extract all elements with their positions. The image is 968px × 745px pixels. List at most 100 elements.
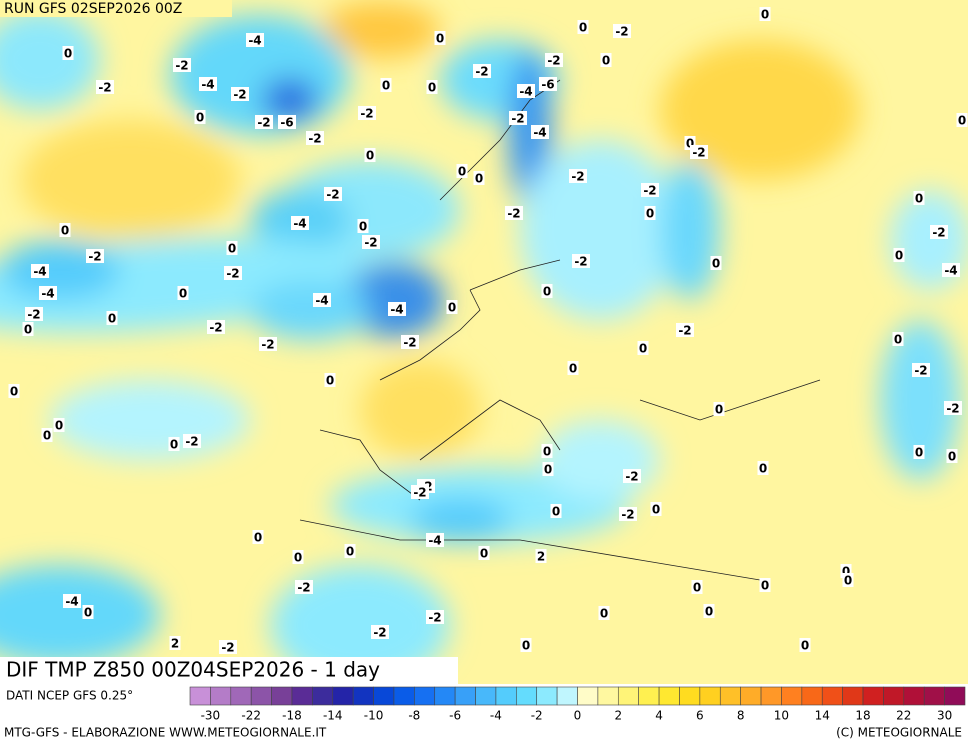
contour-label: -2	[226, 267, 239, 281]
contour-label-bg	[401, 335, 419, 349]
contour-label-bg	[676, 323, 694, 337]
contour-label-bg	[759, 578, 771, 592]
contour-label: 0	[958, 114, 966, 128]
contour-label-bg	[759, 7, 771, 21]
contour-label-bg	[292, 550, 304, 564]
contour-label: -4	[33, 265, 46, 279]
contour-label-bg	[799, 638, 811, 652]
contour-label: -2	[511, 112, 524, 126]
contour-label-bg	[426, 80, 438, 94]
contour-label-bg	[539, 77, 557, 91]
contour-label: -2	[403, 336, 416, 350]
contour-label-bg	[231, 87, 249, 101]
contour-label: 0	[915, 446, 923, 460]
contour-label: 0	[895, 249, 903, 263]
contour-label-bg	[324, 373, 336, 387]
contour-label-bg	[572, 254, 590, 268]
colorbar-tick-label: 2	[614, 709, 622, 723]
colorbar-tick-label: 10	[774, 709, 789, 723]
contour-label: 0	[61, 224, 69, 238]
contour-label: 0	[179, 287, 187, 301]
contour-label: 0	[686, 137, 694, 151]
contour-label-bg	[456, 164, 468, 178]
colorbar-box	[230, 686, 252, 706]
colorbar-box	[740, 686, 762, 706]
colorbar-tick-label: -2	[531, 709, 543, 723]
colorbar-box	[862, 686, 884, 706]
contour-label: -2	[507, 207, 520, 221]
contour-label: -2	[946, 402, 959, 416]
colorbar-tick-label: -30	[201, 709, 221, 723]
contour-label-bg	[22, 322, 34, 336]
contour-label-bg	[106, 311, 118, 325]
colorbar-box	[210, 686, 232, 706]
contour-label: -6	[280, 116, 293, 130]
colorbar-box	[352, 686, 374, 706]
contour-label-bg	[194, 110, 206, 124]
contour-label-bg	[684, 136, 696, 150]
colorbar-box	[944, 686, 966, 706]
contour-label-bg	[344, 544, 356, 558]
contour-label: -2	[364, 236, 377, 250]
contour-label-bg	[39, 286, 57, 300]
colorbar-box	[821, 686, 843, 706]
contour-label-bg	[224, 266, 242, 280]
contour-label-bg	[82, 605, 94, 619]
contour-label: -2	[914, 364, 927, 378]
colorbar-tick-label: 30	[937, 709, 952, 723]
map-title: DIF TMP Z850 00Z04SEP2026 - 1 day	[6, 658, 380, 682]
contour-label: 0	[693, 581, 701, 595]
contour-label-bg	[541, 284, 553, 298]
colorbar-box	[516, 686, 538, 706]
contour-label: -4	[428, 534, 441, 548]
contour-label: -2	[692, 146, 705, 160]
contour-label: 0	[10, 385, 18, 399]
contour-label: -4	[533, 126, 546, 140]
contour-label: -2	[185, 435, 198, 449]
contour-label-bg	[913, 445, 925, 459]
contour-label: 0	[652, 503, 660, 517]
contour-label-bg	[357, 219, 369, 233]
contour-label: 0	[522, 639, 530, 653]
contour-label-bg	[177, 286, 189, 300]
contour-label-bg	[371, 625, 389, 639]
contour-label: -2	[413, 486, 426, 500]
contour-label-bg	[944, 401, 962, 415]
contour-label: 0	[761, 8, 769, 22]
contour-label: 0	[543, 445, 551, 459]
coastline	[299, 79, 821, 581]
contour-label: 0	[759, 462, 767, 476]
contour-label: 0	[43, 429, 51, 443]
colorbar-box	[250, 686, 272, 706]
contour-label: 0	[646, 207, 654, 221]
contour-label-bg	[912, 363, 930, 377]
contour-label: -2	[233, 88, 246, 102]
colorbar-tick-label: 18	[855, 709, 870, 723]
contour-label-bg	[757, 461, 769, 475]
contour-label-bg	[8, 384, 20, 398]
run-header: RUN GFS 02SEP2026 00Z	[4, 1, 182, 17]
contour-label-bg	[278, 115, 296, 129]
contour-label-bg	[892, 332, 904, 346]
contour-label: -2	[88, 250, 101, 264]
contour-label: 0	[108, 312, 116, 326]
contour-label: 0	[326, 374, 334, 388]
contour-label: -4	[41, 287, 54, 301]
contour-label-bg	[577, 20, 589, 34]
contour-label: -2	[326, 188, 339, 202]
contour-label-bg	[252, 530, 264, 544]
contour-label: -2	[678, 324, 691, 338]
contour-label-bg	[426, 533, 444, 547]
contour-label-bg	[913, 191, 925, 205]
contour-label-bg	[703, 604, 715, 618]
contour-label: 0	[294, 551, 302, 565]
contour-label: -2	[643, 184, 656, 198]
contour-label: 0	[844, 574, 852, 588]
contour-label: -2	[571, 170, 584, 184]
contour-label-bg	[96, 80, 114, 94]
contour-label: 0	[579, 21, 587, 35]
contour-label: 0	[170, 438, 178, 452]
colorbar-box	[393, 686, 415, 706]
contour-label: -4	[944, 264, 957, 278]
